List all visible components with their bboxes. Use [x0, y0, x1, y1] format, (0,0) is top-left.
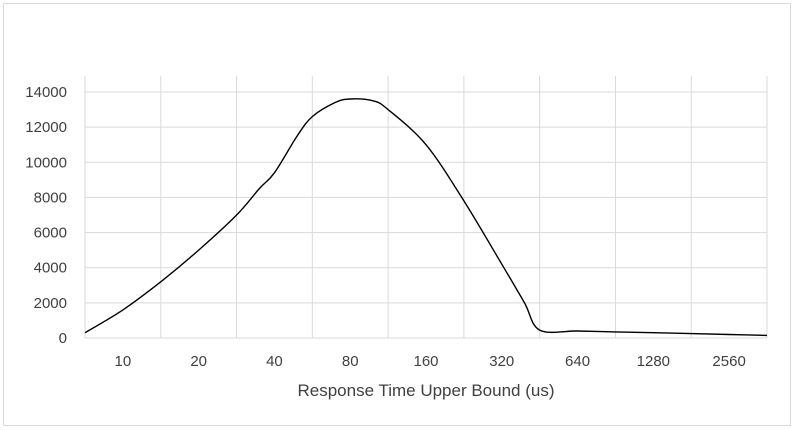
x-tick-label: 2560 [712, 353, 745, 370]
x-axis-ticks: 10 20 40 80 160 320 640 1280 2560 [115, 353, 746, 370]
x-tick-label: 40 [266, 353, 283, 370]
y-tick-label: 0 [59, 330, 67, 347]
x-axis-title: Response Time Upper Bound (us) [297, 381, 554, 400]
y-tick-label: 4000 [34, 260, 67, 277]
y-tick-label: 8000 [34, 189, 67, 206]
y-axis-ticks: 0 2000 4000 6000 8000 10000 12000 14000 [25, 84, 67, 347]
x-tick-label: 160 [413, 353, 438, 370]
x-tick-label: 1280 [637, 353, 670, 370]
y-tick-label: 14000 [25, 84, 67, 101]
chart-frame [3, 3, 791, 426]
y-tick-label: 2000 [34, 295, 67, 312]
x-tick-label: 640 [565, 353, 590, 370]
y-tick-label: 12000 [25, 119, 67, 136]
x-tick-label: 10 [115, 353, 132, 370]
y-tick-label: 10000 [25, 154, 67, 171]
series-layer [84, 98, 768, 337]
x-tick-label: 320 [489, 353, 514, 370]
x-tick-label: 20 [190, 353, 207, 370]
gridlines [84, 76, 768, 339]
y-tick-label: 6000 [34, 225, 67, 242]
series-line [84, 98, 768, 337]
x-tick-label: 80 [342, 353, 359, 370]
